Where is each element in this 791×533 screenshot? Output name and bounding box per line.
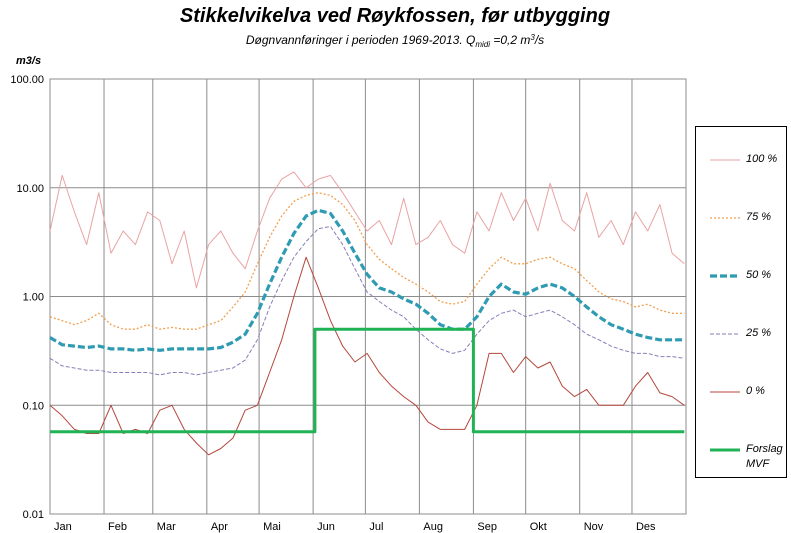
subtitle-sub: midi — [475, 40, 490, 49]
legend-label: 100 % — [746, 153, 778, 165]
plot-frame — [49, 78, 687, 515]
legend-swatch — [710, 274, 740, 278]
y-tick-label: 10.00 — [16, 183, 44, 195]
x-tick-label: Mar — [157, 521, 176, 533]
x-tick-label: Sep — [477, 521, 497, 533]
data-line — [50, 327, 685, 434]
legend-label: Forslag MVF — [746, 443, 783, 470]
subtitle-part: =0,2 m — [490, 33, 530, 47]
chart-subtitle: Døgnvannføringer i perioden 1969-2013. Q… — [246, 33, 544, 49]
x-tick-label: Okt — [530, 521, 547, 533]
x-tick-label: Jun — [317, 521, 335, 533]
x-tick-label: Jan — [54, 521, 72, 533]
data-line — [49, 226, 685, 376]
y-tick-label: 0.10 — [23, 400, 44, 412]
y-tick-label: 0.01 — [23, 509, 44, 521]
legend-swatch — [710, 391, 740, 393]
legend-label: 50 % — [746, 269, 772, 281]
x-tick-label: Nov — [584, 521, 604, 533]
legend-label: 75 % — [746, 211, 772, 223]
legend-swatch — [710, 159, 740, 161]
x-tick-label: Aug — [423, 521, 443, 533]
subtitle-part: Døgnvannføringer i perioden 1969-2013. Q — [246, 33, 475, 47]
legend-swatch — [710, 333, 740, 335]
chart-title: Stikkelvikelva ved Røykfossen, før utbyg… — [180, 5, 610, 27]
legend-label: 0 % — [746, 385, 765, 397]
data-line — [49, 256, 685, 456]
legend: 100 % 75 % 50 % 25 % 0 % Forslag MVF — [695, 126, 787, 478]
subtitle-sup: 3 — [530, 33, 535, 42]
y-axis-label: m3/s — [16, 55, 41, 67]
x-tick-label: Feb — [108, 521, 127, 533]
x-tick-label: Jul — [369, 521, 383, 533]
legend-swatch — [710, 217, 740, 219]
x-tick-label: Apr — [211, 521, 228, 533]
data-line — [49, 208, 685, 352]
data-line — [49, 171, 685, 289]
subtitle-part: /s — [534, 33, 544, 47]
x-tick-label: Mai — [263, 521, 281, 533]
legend-label: 25 % — [746, 327, 772, 339]
legend-swatch — [710, 448, 740, 452]
y-tick-label: 1.00 — [23, 292, 44, 304]
data-line — [49, 192, 685, 330]
y-tick-label: 100.00 — [10, 74, 44, 86]
x-tick-label: Des — [636, 521, 656, 533]
